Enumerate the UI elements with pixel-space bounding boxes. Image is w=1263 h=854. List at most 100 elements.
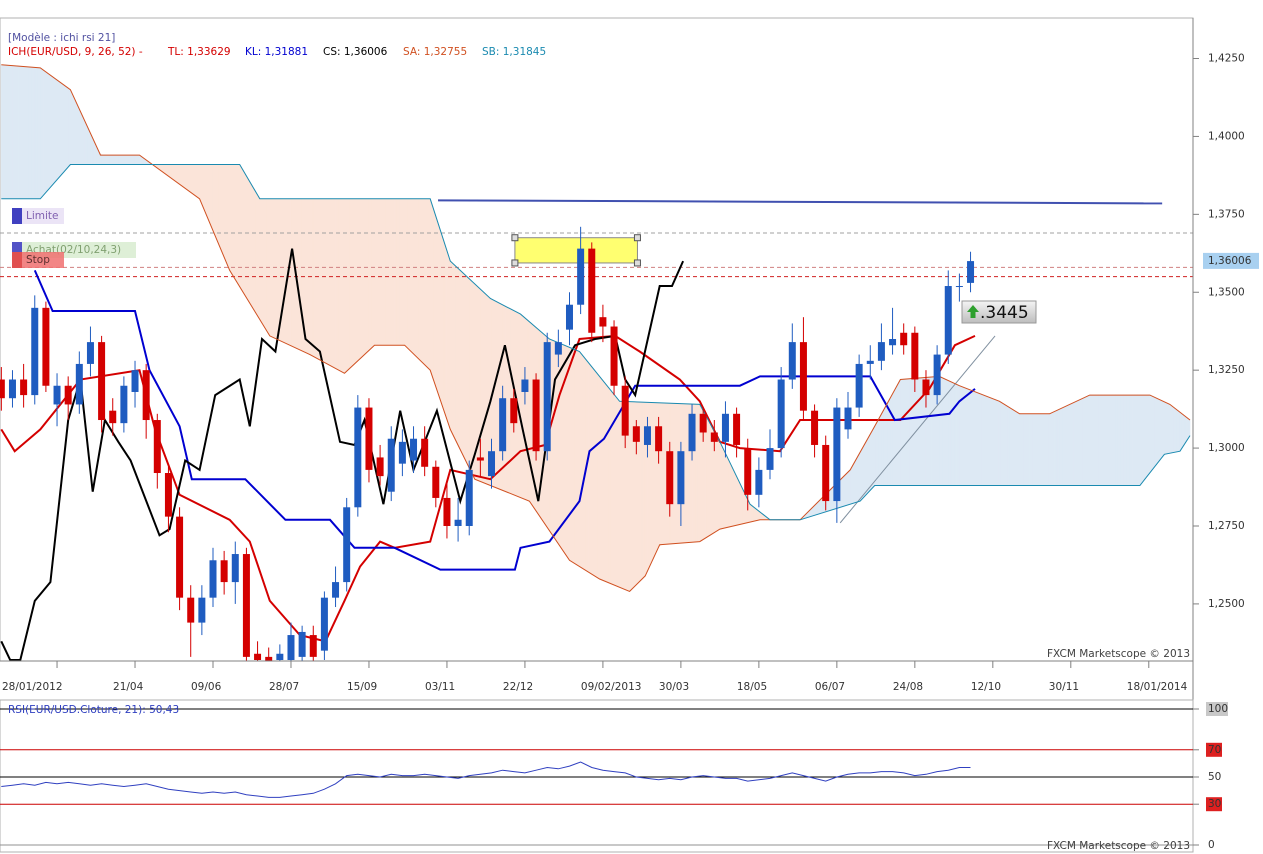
cloud-fill <box>850 462 854 505</box>
cloud-fill <box>65 85 69 171</box>
candle-body <box>365 407 373 470</box>
cloud-fill <box>992 398 996 486</box>
cloud-fill <box>184 164 189 191</box>
cloud-fill <box>869 428 874 492</box>
candle-body <box>387 438 395 492</box>
cloud-fill <box>26 66 30 200</box>
legend-entry: CS: 1,36006 <box>323 46 388 58</box>
rsi-line <box>1 761 971 798</box>
cloud-fill <box>716 436 721 532</box>
cloud-fill <box>215 164 219 245</box>
cloud-fill <box>984 395 988 486</box>
candle-body <box>176 516 184 598</box>
cloud-fill <box>1048 412 1052 486</box>
cloud-fill <box>652 402 657 560</box>
indicator-label: ICH(EUR/USD, 9, 26, 52) - <box>8 46 143 58</box>
cloud-fill <box>407 198 412 352</box>
cloud-fill <box>1020 413 1024 486</box>
cloud-fill <box>20 65 24 200</box>
cloud-fill <box>856 452 860 503</box>
candle-body <box>610 326 618 386</box>
cloud-fill <box>368 198 373 352</box>
cloud-fill <box>1087 394 1091 486</box>
cloud-fill <box>588 362 593 575</box>
cloud-fill <box>956 383 960 486</box>
candle-body <box>432 466 440 498</box>
order-label: Limite <box>26 210 59 222</box>
cloud-fill <box>981 393 985 486</box>
tick-label-bg <box>1206 702 1228 716</box>
cloud-fill <box>340 198 345 374</box>
cloud-fill <box>3 64 8 200</box>
candle-body <box>332 582 340 598</box>
candle-body <box>476 457 484 461</box>
cloud-fill <box>719 441 723 530</box>
cloud-fill <box>304 198 308 355</box>
cloud-fill <box>1028 413 1033 486</box>
cloud-fill <box>282 198 286 344</box>
cloud-fill <box>1067 403 1072 486</box>
cloud-fill <box>594 369 598 579</box>
cloud-fill <box>1181 413 1186 449</box>
cloud-fill <box>201 164 205 211</box>
handle <box>511 234 519 242</box>
cloud-fill <box>1120 394 1125 486</box>
cloud-fill <box>844 471 849 507</box>
cloud-fill <box>276 198 281 342</box>
cloud-fill <box>577 350 581 568</box>
indicator-line <box>1 164 1191 521</box>
cloud-fill <box>248 179 253 308</box>
y-tick-label: 50 <box>1208 771 1221 783</box>
cloud-fill <box>432 207 437 387</box>
cloud-fill <box>861 442 866 501</box>
cloud-fill <box>390 198 395 346</box>
cloud-fill <box>986 396 991 486</box>
cloud-fill <box>1098 394 1102 486</box>
candle-body <box>20 379 28 396</box>
cloud-fill <box>209 164 214 231</box>
cloud-fill <box>310 198 314 357</box>
cloud-fill <box>842 474 846 508</box>
cloud-fill <box>265 198 270 336</box>
cloud-fill <box>271 198 275 339</box>
candle-body <box>666 451 674 505</box>
x-tick-label: 18/01/2014 <box>1127 681 1188 693</box>
candle-body <box>699 413 707 433</box>
cloud-fill <box>176 164 180 185</box>
cloud-fill <box>173 164 178 183</box>
cloud-fill <box>109 154 114 165</box>
cloud-fill <box>246 174 250 304</box>
cloud-fill <box>396 198 400 346</box>
candle-body <box>410 438 418 461</box>
cloud-fill <box>872 423 877 488</box>
cloud-fill <box>371 198 375 349</box>
cloud-fill <box>31 66 36 200</box>
cloud-fill <box>953 382 957 486</box>
cloud-fill <box>62 83 66 175</box>
cloud-fill <box>343 198 347 374</box>
cloud-fill <box>207 164 211 225</box>
cloud-fill <box>1123 394 1127 486</box>
cloud-fill <box>613 393 618 587</box>
cloud-fill <box>418 198 423 363</box>
cloud-fill <box>413 198 417 358</box>
x-tick-label: 09/02/2013 <box>581 681 642 693</box>
cloud-fill <box>234 164 239 286</box>
cloud-fill <box>51 75 55 187</box>
cloud-fill <box>1148 394 1152 476</box>
cloud-fill <box>70 90 75 165</box>
candle-body <box>577 248 585 305</box>
cloud-fill <box>583 355 587 572</box>
cloud-fill <box>947 380 952 486</box>
candle-body <box>766 448 774 470</box>
cloud-fill <box>260 198 264 327</box>
cloud-fill <box>1145 394 1150 479</box>
cloud-fill <box>404 198 409 350</box>
candle-body <box>967 261 975 283</box>
cloud-fill <box>1109 394 1113 486</box>
candle-body <box>220 560 228 583</box>
cloud-fill <box>129 154 133 165</box>
candle-body <box>588 248 596 333</box>
cloud-fill <box>1006 405 1010 486</box>
